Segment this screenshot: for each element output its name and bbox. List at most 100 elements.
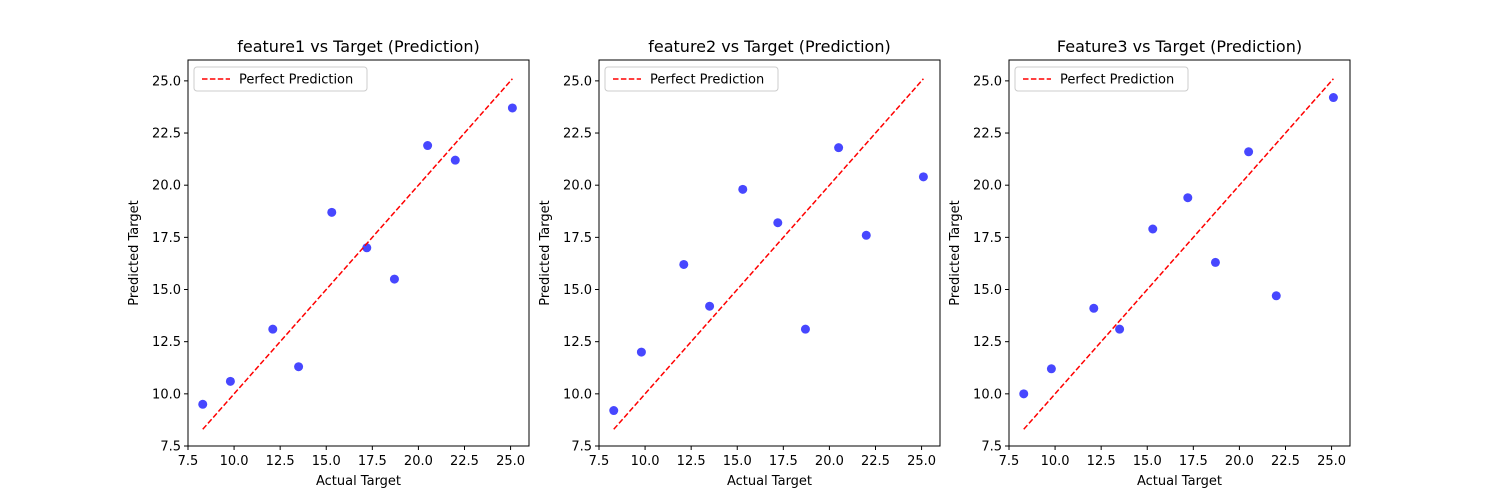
data-point [294, 362, 304, 372]
x-tick-label: 12.5 [677, 454, 706, 469]
data-point [389, 274, 399, 284]
x-tick-label: 7.5 [999, 454, 1020, 469]
y-tick-label: 7.5 [981, 440, 1002, 455]
data-point [362, 243, 372, 253]
data-point [1148, 224, 1158, 234]
x-tick-label: 12.5 [266, 454, 295, 469]
y-tick-label: 25.0 [152, 74, 181, 89]
y-tick-label: 22.5 [973, 127, 1002, 142]
y-tick-label: 22.5 [152, 127, 181, 142]
chart-panel-1: 7.5 10.0 12.5 15.0 17.5 20.0 22.5 25.0 7.5 10.0 12… [127, 37, 530, 489]
x-tick-label: 17.5 [769, 454, 798, 469]
chart-title: feature1 vs Target (Prediction) [237, 37, 479, 56]
x-tick-label: 12.5 [1087, 454, 1116, 469]
perfect-prediction-line [1023, 78, 1334, 430]
x-axis-label: Actual Target [727, 474, 812, 489]
x-tick-label: 17.5 [358, 454, 387, 469]
y-tick-label: 12.5 [152, 335, 181, 350]
data-point [1019, 389, 1029, 399]
data-point [1328, 93, 1338, 103]
x-tick-label: 20.0 [404, 454, 433, 469]
x-tick-label: 7.5 [589, 454, 610, 469]
data-point [1183, 193, 1193, 203]
data-point [450, 155, 460, 165]
y-tick-label: 20.0 [973, 179, 1002, 194]
data-point [225, 376, 235, 386]
axes-frame [598, 59, 941, 447]
y-tick-label: 20.0 [563, 179, 592, 194]
data-point [705, 301, 715, 311]
data-point [834, 143, 844, 153]
x-tick-label: 22.5 [861, 454, 890, 469]
chart-title: feature2 vs Target (Prediction) [648, 37, 890, 56]
y-tick-label: 7.5 [571, 440, 592, 455]
legend-box [604, 66, 779, 92]
data-point [679, 259, 689, 269]
y-axis-label: Predicted Target [127, 200, 142, 305]
axes-frame [187, 59, 530, 447]
x-tick-label: 15.0 [312, 454, 341, 469]
x-tick-label: 20.0 [815, 454, 844, 469]
x-tick-label: 10.0 [220, 454, 249, 469]
legend: Perfect Prediction [604, 66, 779, 92]
legend-label: Perfect Prediction [650, 73, 764, 88]
perfect-prediction-line [202, 78, 513, 430]
y-tick-label: 17.5 [973, 231, 1002, 246]
legend: Perfect Prediction [1014, 66, 1189, 92]
y-tick-label: 15.0 [563, 283, 592, 298]
x-tick-label: 22.5 [1271, 454, 1300, 469]
x-axis-label: Actual Target [1137, 474, 1222, 489]
data-point [268, 324, 278, 334]
x-tick-label: 25.0 [907, 454, 936, 469]
data-point [800, 324, 810, 334]
x-tick-label: 7.5 [178, 454, 199, 469]
data-point [1046, 364, 1056, 374]
y-tick-label: 25.0 [563, 74, 592, 89]
data-point [198, 399, 208, 409]
data-point [507, 103, 517, 113]
x-tick-label: 15.0 [723, 454, 752, 469]
legend-label: Perfect Prediction [1060, 73, 1174, 88]
legend-box [193, 66, 368, 92]
y-tick-label: 12.5 [973, 335, 1002, 350]
legend: Perfect Prediction [193, 66, 368, 92]
data-point [423, 141, 433, 151]
y-tick-label: 22.5 [563, 127, 592, 142]
data-point [738, 184, 748, 194]
data-point [918, 172, 928, 182]
data-point [636, 347, 646, 357]
axes-frame [1008, 59, 1351, 447]
y-axis-label: Predicted Target [538, 200, 553, 305]
x-tick-label: 20.0 [1225, 454, 1254, 469]
x-tick-label: 10.0 [1041, 454, 1070, 469]
y-tick-label: 15.0 [973, 283, 1002, 298]
data-point [1244, 147, 1254, 157]
y-tick-label: 25.0 [973, 74, 1002, 89]
legend-box [1014, 66, 1189, 92]
y-tick-label: 10.0 [973, 387, 1002, 402]
perfect-prediction-line [613, 78, 924, 430]
chart-panel-2: 7.5 10.0 12.5 15.0 17.5 20.0 22.5 25.0 7.5 10.0 12… [538, 37, 941, 489]
data-point [1089, 303, 1099, 313]
legend-label: Perfect Prediction [239, 73, 353, 88]
y-tick-label: 10.0 [152, 387, 181, 402]
y-tick-label: 12.5 [563, 335, 592, 350]
x-tick-label: 10.0 [631, 454, 660, 469]
x-tick-label: 22.5 [450, 454, 479, 469]
data-point [1115, 324, 1125, 334]
y-tick-label: 20.0 [152, 179, 181, 194]
y-tick-label: 17.5 [152, 231, 181, 246]
data-point [327, 207, 337, 217]
data-point [1271, 291, 1281, 301]
x-tick-label: 15.0 [1133, 454, 1162, 469]
x-tick-label: 25.0 [1317, 454, 1346, 469]
y-tick-label: 17.5 [563, 231, 592, 246]
chart-title: Feature3 vs Target (Prediction) [1057, 37, 1302, 56]
y-tick-label: 7.5 [160, 440, 181, 455]
y-tick-label: 15.0 [152, 283, 181, 298]
y-tick-label: 10.0 [563, 387, 592, 402]
data-point [1210, 257, 1220, 267]
data-point [861, 230, 871, 240]
data-point [773, 218, 783, 228]
